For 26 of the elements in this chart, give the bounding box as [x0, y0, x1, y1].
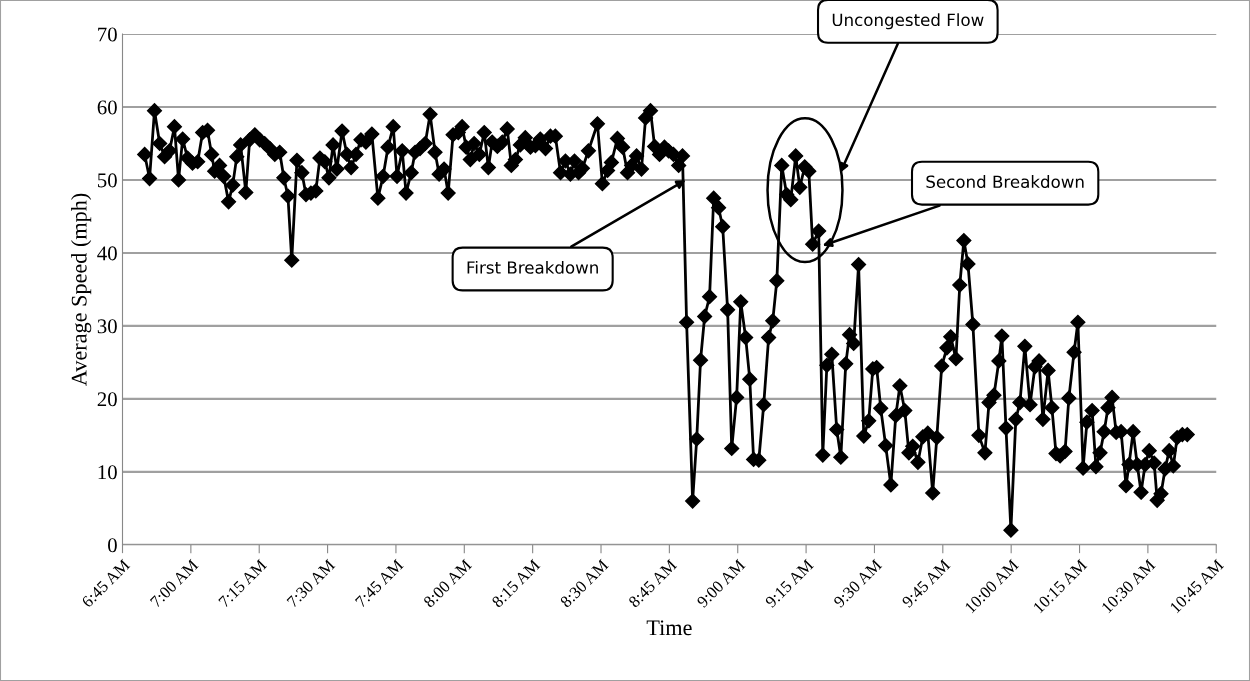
x-tick-label: 8:30 AM — [559, 558, 610, 609]
x-tick-label: 7:15 AM — [218, 558, 268, 608]
y-tick-label: 60 — [97, 100, 117, 115]
annotation: Second Breakdown — [926, 175, 1084, 189]
x-tick-label: 8:45 AM — [627, 558, 678, 609]
x-tick-label: 7:00 AM — [149, 558, 199, 608]
y-tick-label: 40 — [97, 246, 117, 261]
y-tick-label: 30 — [97, 319, 117, 334]
x-tick-label: 8:15 AM — [491, 558, 541, 609]
x-tick-label: 9:15 AM — [764, 558, 815, 609]
text: Uncongested Flow — [832, 13, 984, 30]
x-tick-label: 7:30 AM — [286, 558, 336, 608]
x-tick-label: 9:45 AM — [901, 558, 951, 609]
x-tick-label: 9:00 AM — [696, 558, 746, 609]
y-axis-title: Average Speed (mph) — [71, 193, 92, 386]
x-tick-label: 8:00 AM — [422, 558, 473, 609]
y-tick-label: 20 — [97, 392, 117, 407]
y-tick-label: 70 — [98, 27, 117, 42]
annotation: First Breakdown — [467, 260, 598, 274]
x-axis-title: Time — [646, 620, 692, 636]
x-tick-label: 7:45 AM — [354, 558, 404, 608]
x-tick-label: 9:30 AM — [832, 558, 883, 609]
y-tick-label: 0 — [108, 538, 117, 553]
y-tick-label: 10 — [98, 465, 117, 480]
x-tick-label: 6:45 AM — [81, 558, 131, 609]
y-tick-label: 50 — [98, 173, 117, 188]
